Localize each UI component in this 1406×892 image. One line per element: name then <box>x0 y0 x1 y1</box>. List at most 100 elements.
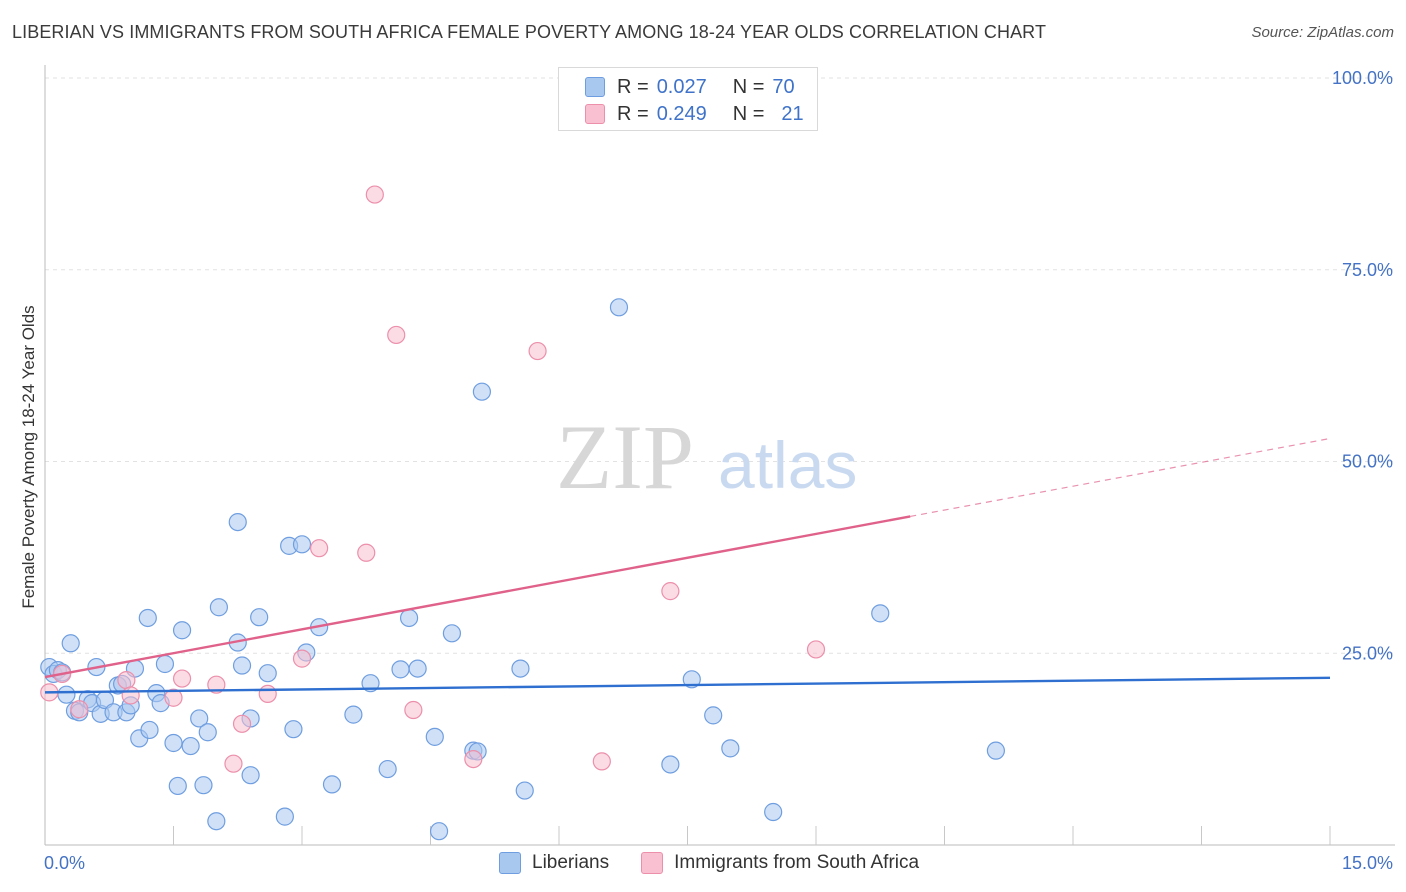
legend-swatch-liberians <box>585 77 605 97</box>
point-liberians <box>168 776 187 796</box>
point-liberians <box>704 706 723 725</box>
point-liberians <box>425 727 444 746</box>
point-immigrants <box>661 582 680 601</box>
legend-r-value: 0.249 <box>656 102 707 125</box>
point-immigrants <box>592 752 611 771</box>
point-immigrants <box>404 700 423 720</box>
axes <box>44 65 1395 846</box>
series-label-liberians: Liberians <box>532 852 610 873</box>
point-immigrants <box>117 670 136 690</box>
trend-line-liberians <box>44 676 1331 694</box>
point-liberians <box>344 705 363 724</box>
legend-row-liberians: R = 0.027 N = 70 <box>585 74 795 100</box>
point-immigrants <box>357 543 376 562</box>
point-liberians <box>241 766 260 785</box>
watermark-atlas: atlas <box>718 428 857 502</box>
series-legend: Liberians Immigrants from South Africa <box>499 852 951 874</box>
point-immigrants <box>121 686 140 705</box>
point-liberians <box>682 670 701 689</box>
point-liberians <box>721 739 740 758</box>
series-swatch-liberians <box>499 852 521 874</box>
legend: R = 0.027 N = 70 R = 0.249 N = 21 <box>558 67 818 131</box>
point-liberians <box>515 781 534 800</box>
point-liberians <box>138 608 157 628</box>
point-liberians <box>361 674 380 693</box>
series-swatch-immigrants <box>641 852 664 874</box>
legend-r-label: R = <box>617 102 649 125</box>
y-tick-label: 75.0% <box>1342 260 1393 280</box>
point-liberians <box>986 741 1006 760</box>
legend-swatch-immigrants <box>585 104 605 124</box>
point-immigrants <box>164 688 183 707</box>
point-liberians <box>207 812 226 831</box>
source-label: Source: ZipAtlas.com <box>1251 24 1394 41</box>
point-liberians <box>442 624 462 643</box>
series-legend-liberians: Liberians <box>499 852 609 874</box>
point-liberians <box>61 634 80 653</box>
point-liberians <box>181 736 200 756</box>
gridlines <box>45 77 1395 654</box>
point-liberians <box>228 512 247 532</box>
point-immigrants <box>207 675 226 694</box>
point-immigrants <box>224 754 243 773</box>
point-liberians <box>57 685 76 704</box>
point-liberians <box>194 776 213 795</box>
point-immigrants <box>310 539 329 558</box>
point-immigrants <box>528 341 547 361</box>
point-liberians <box>209 598 229 617</box>
point-liberians <box>609 298 629 317</box>
point-liberians <box>250 608 269 627</box>
tick-labels: 100.0% 75.0% 50.0% 25.0% 0.0% 15.0% <box>44 68 1393 873</box>
legend-r-value: 0.027 <box>656 75 707 98</box>
y-tick-label: 100.0% <box>1332 68 1393 88</box>
legend-n-label: N = <box>732 102 765 125</box>
trend-line-immigrants-extension <box>910 437 1331 518</box>
watermark-zip: ZIP <box>556 406 694 508</box>
point-liberians <box>378 759 397 779</box>
legend-n-value: 21 <box>781 102 804 125</box>
point-liberians <box>322 775 342 794</box>
point-liberians <box>399 608 419 628</box>
point-immigrants <box>70 700 89 719</box>
x-tick-label-min: 0.0% <box>44 853 85 873</box>
point-liberians <box>661 755 680 774</box>
y-tick-label: 50.0% <box>1342 452 1393 472</box>
data-points <box>40 185 1006 841</box>
series-label-immigrants: Immigrants from South Africa <box>674 852 920 873</box>
point-liberians <box>172 621 192 640</box>
chart-title: LIBERIAN VS IMMIGRANTS FROM SOUTH AFRICA… <box>12 22 1047 42</box>
point-immigrants <box>387 325 406 345</box>
point-liberians <box>511 659 530 678</box>
legend-r-label: R = <box>617 75 649 98</box>
watermark: ZIP atlas <box>556 406 857 508</box>
point-immigrants <box>806 640 826 659</box>
x-tick-label-max: 15.0% <box>1342 853 1393 873</box>
y-tick-label: 25.0% <box>1342 643 1393 663</box>
point-liberians <box>429 822 449 841</box>
point-liberians <box>275 807 294 826</box>
point-immigrants <box>365 185 384 204</box>
legend-row-immigrants: R = 0.249 N = 21 <box>585 101 804 127</box>
point-liberians <box>190 709 209 728</box>
point-liberians <box>764 802 783 822</box>
point-liberians <box>408 659 427 678</box>
point-liberians <box>258 664 277 683</box>
point-liberians <box>284 720 303 739</box>
point-liberians <box>292 535 312 554</box>
trend-lines <box>44 437 1331 694</box>
y-axis-title: Female Poverty Among 18-24 Year Olds <box>19 305 38 608</box>
trend-line-immigrants <box>44 515 911 679</box>
point-liberians <box>140 720 159 740</box>
point-immigrants <box>258 684 277 704</box>
point-immigrants <box>464 749 483 769</box>
legend-n-label: N = <box>732 75 765 98</box>
point-immigrants <box>292 649 312 668</box>
point-liberians <box>472 382 491 401</box>
point-liberians <box>232 656 252 675</box>
point-liberians <box>198 723 217 742</box>
point-liberians <box>391 660 410 679</box>
point-immigrants <box>232 714 252 733</box>
point-liberians <box>164 733 183 753</box>
point-liberians <box>871 604 890 623</box>
